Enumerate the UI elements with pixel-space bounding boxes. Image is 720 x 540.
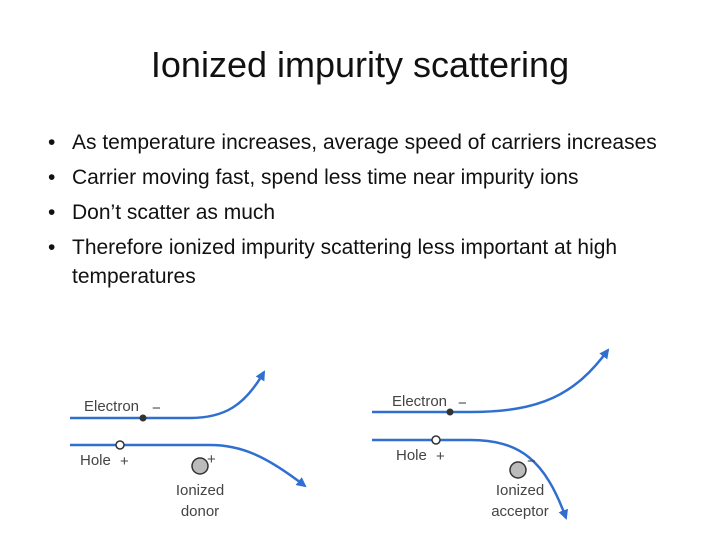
electron-label: Electron [84, 398, 139, 415]
ion-label: Ionized [176, 482, 224, 499]
electron-sign: − [152, 400, 161, 417]
ion-label: donor [181, 503, 219, 520]
hole-path [70, 443, 307, 488]
slide-title: Ionized impurity scattering [150, 44, 570, 85]
ion [509, 461, 527, 479]
electron-path [372, 348, 610, 414]
hole-label: Hole [396, 447, 427, 464]
bullet-list: As temperature increases, average speed … [48, 128, 688, 297]
ion-label: acceptor [491, 503, 549, 520]
electron-sign: − [458, 395, 467, 412]
bullet: Don’t scatter as much [48, 198, 688, 227]
diagram-acceptor: Electron − Hole + − Ionized acceptor [372, 348, 610, 520]
electron-label: Electron [392, 393, 447, 410]
hole-sign: + [436, 448, 445, 465]
hole-label: Hole [80, 452, 111, 469]
electron-path [70, 370, 266, 420]
bullet: Therefore ionized impurity scattering le… [48, 233, 688, 291]
hole-path [372, 438, 568, 520]
electron [446, 408, 454, 416]
ion-sign: − [527, 453, 536, 470]
ion-label: Ionized [496, 482, 544, 499]
hole [115, 440, 125, 450]
ion-sign: + [207, 451, 216, 468]
bullet: Carrier moving fast, spend less time nea… [48, 163, 688, 192]
electron [139, 414, 147, 422]
hole-sign: + [120, 453, 129, 470]
ion [191, 457, 209, 475]
diagram-donor: Electron − Hole + + Ionized donor [70, 370, 307, 520]
bullet: As temperature increases, average speed … [48, 128, 688, 157]
hole [431, 435, 441, 445]
